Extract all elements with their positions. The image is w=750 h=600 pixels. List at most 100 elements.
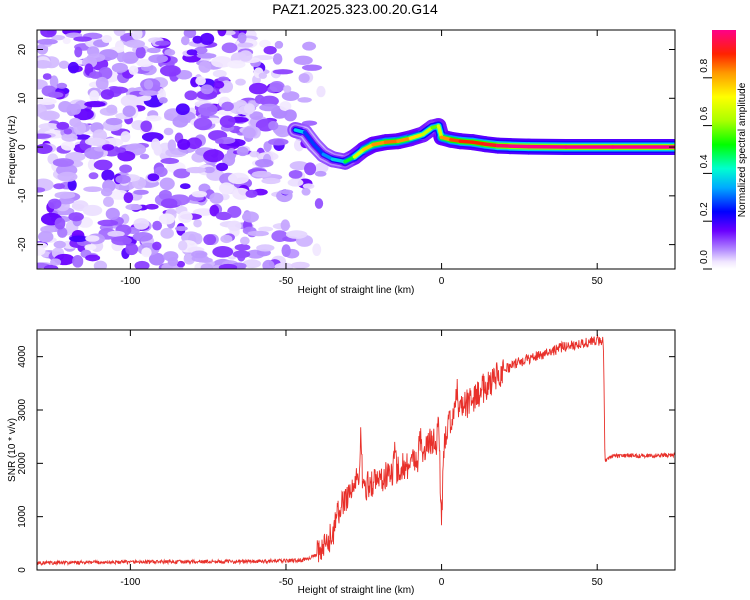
noise-blob	[37, 242, 48, 250]
noise-blob	[39, 110, 60, 121]
ridge-segment	[483, 142, 500, 148]
snr-x-tick-label: -100	[120, 577, 140, 588]
noise-blob	[227, 220, 242, 232]
noise-blob	[215, 138, 224, 144]
spectrogram-ridge	[287, 118, 675, 170]
noise-blob	[53, 240, 66, 249]
noise-blob	[212, 246, 234, 258]
noise-blob	[133, 189, 149, 195]
noise-blob	[98, 66, 113, 80]
noise-blob	[209, 192, 224, 204]
noise-blob	[53, 183, 66, 190]
noise-blob	[219, 115, 236, 128]
noise-blob	[200, 263, 214, 269]
noise-blob	[122, 51, 139, 64]
ridge-segment	[458, 139, 475, 144]
noise-blob	[158, 213, 175, 225]
noise-blob	[119, 164, 133, 173]
noise-blob	[212, 69, 227, 78]
spectrogram-y-tick-label: -20	[17, 237, 28, 252]
noise-blob	[194, 46, 208, 55]
noise-blob	[123, 192, 134, 204]
noise-blob	[40, 30, 57, 38]
noise-blob	[120, 94, 140, 108]
noise-blob	[85, 254, 101, 262]
noise-blob	[85, 235, 100, 242]
noise-blob	[50, 258, 62, 266]
noise-blob	[125, 243, 139, 256]
noise-blob	[100, 187, 113, 197]
snr-x-tick-label: 0	[439, 577, 445, 588]
noise-blob	[191, 250, 208, 259]
noise-blob	[314, 162, 329, 174]
colorbar: 0.0 0.2 0.4 0.6 0.8 Normalized spectral ampl…	[699, 30, 748, 270]
noise-blob	[220, 234, 233, 244]
noise-blob	[314, 198, 324, 209]
noise-blob	[263, 46, 277, 55]
noise-blob	[203, 149, 225, 163]
noise-blob	[37, 43, 49, 55]
noise-blob	[101, 144, 115, 151]
figure-title: PAZ1.2025.323.00.20.G14	[272, 1, 438, 17]
noise-blob	[37, 187, 46, 193]
snr-x-label: Height of straight line (km)	[298, 585, 415, 596]
noise-blob	[87, 158, 97, 171]
noise-blob	[167, 256, 179, 267]
ridge-segment	[383, 139, 400, 144]
noise-blob	[273, 111, 287, 119]
noise-blob	[57, 227, 68, 238]
noise-blob	[216, 162, 229, 172]
ridge-segment	[408, 132, 425, 141]
noise-blob	[297, 97, 312, 103]
noise-blob	[238, 50, 253, 62]
noise-blob	[316, 85, 326, 98]
noise-blob	[193, 117, 213, 131]
noise-blob	[200, 84, 214, 95]
noise-blob	[160, 157, 180, 165]
snr-y-tick-label: 4000	[17, 345, 28, 368]
noise-blob	[192, 35, 203, 44]
snr-y-tick-label: 2000	[17, 452, 28, 475]
noise-blob	[73, 36, 93, 42]
ridge-segment	[371, 140, 388, 147]
noise-blob	[192, 208, 215, 216]
noise-blob	[67, 179, 77, 191]
noise-blob	[176, 260, 186, 268]
noise-blob	[106, 104, 118, 114]
noise-blob	[196, 52, 217, 59]
noise-blob	[221, 42, 238, 54]
noise-blob	[251, 170, 272, 178]
noise-blob	[60, 141, 76, 151]
noise-blob	[314, 170, 327, 177]
noise-blob	[254, 94, 265, 104]
noise-blob	[132, 231, 153, 242]
noise-blob	[180, 35, 190, 46]
spectrogram-frame	[36, 29, 676, 270]
snr-y-ticks: 0 1000 2000 3000 4000	[17, 345, 675, 573]
noise-blob	[242, 259, 262, 269]
noise-blob	[135, 46, 146, 59]
noise-blob	[203, 166, 215, 174]
noise-blob	[113, 30, 126, 37]
noise-blob	[37, 98, 57, 105]
noise-blob	[219, 182, 234, 195]
noise-blob	[198, 103, 218, 117]
noise-blob	[256, 244, 275, 252]
colorbar-tick-label: 0.2	[699, 202, 710, 216]
noise-blob	[120, 131, 131, 143]
colorbar-label: Normalized spectral amplitude	[737, 82, 748, 217]
noise-blob	[218, 263, 238, 269]
colorbar-tick-label: 0.0	[699, 250, 710, 264]
ridge-segment	[436, 124, 444, 140]
noise-blob	[199, 32, 215, 46]
colorbar-ticks: 0.0 0.2 0.4 0.6 0.8	[699, 58, 712, 270]
snr-y-tick-label: 0	[17, 567, 28, 573]
noise-blob	[184, 90, 198, 101]
spectrogram-x-tick-label: -100	[120, 276, 140, 287]
noise-blob	[255, 158, 274, 168]
noise-blob	[84, 244, 97, 251]
noise-blob	[301, 187, 311, 196]
noise-blob	[248, 82, 268, 95]
noise-blob	[281, 244, 291, 257]
